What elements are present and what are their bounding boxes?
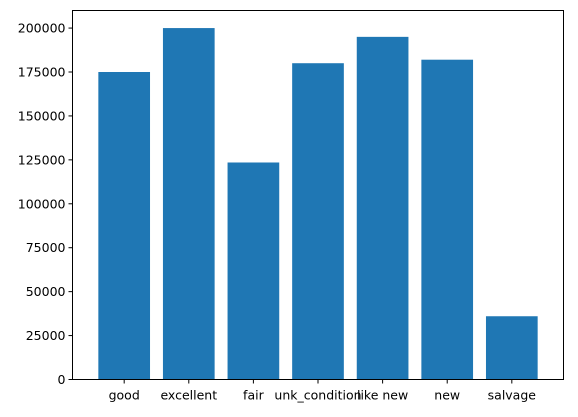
x-tick-label: new <box>434 388 460 403</box>
x-tick-label: excellent <box>160 388 217 403</box>
x-tick-label: fair <box>243 388 265 403</box>
plot-frame <box>72 10 564 380</box>
y-tick-label: 0 <box>58 372 66 387</box>
x-tick-label: good <box>109 388 140 403</box>
bar-new <box>421 59 474 380</box>
y-tick-label: 125000 <box>18 152 66 167</box>
bar-good <box>98 72 151 380</box>
y-tick-label: 25000 <box>26 328 66 343</box>
y-axis: 0 25000 50000 75000 100000 125000 150000 175000… <box>18 21 73 387</box>
bar-unk-condition <box>292 63 344 380</box>
y-tick-label: 175000 <box>18 65 66 80</box>
y-tick-label: 50000 <box>26 284 66 299</box>
bar-like-new <box>356 36 409 380</box>
y-tick-label: 150000 <box>18 108 66 123</box>
bars <box>98 28 538 380</box>
y-tick-label: 100000 <box>18 196 66 211</box>
bar-excellent <box>162 28 215 380</box>
x-tick-label: like new <box>357 388 408 403</box>
y-tick-label: 200000 <box>18 21 66 36</box>
bar-salvage <box>485 316 538 380</box>
y-tick-label: 75000 <box>26 240 66 255</box>
bar-fair <box>227 162 280 380</box>
x-tick-label: salvage <box>488 388 537 403</box>
x-tick-label: unk_condition <box>274 388 361 403</box>
